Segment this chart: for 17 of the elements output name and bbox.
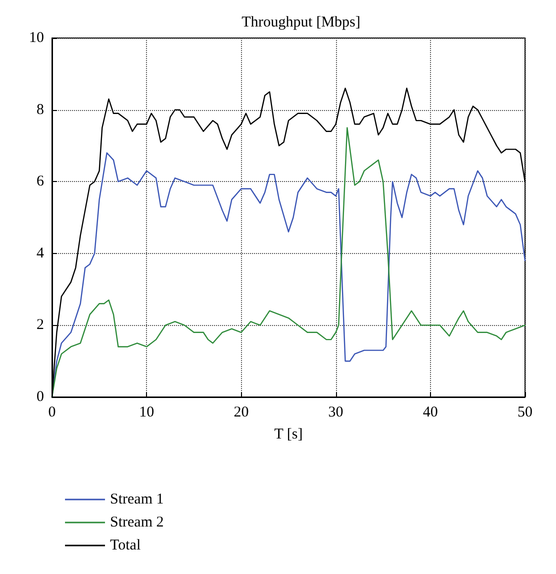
x-tick-label: 30 [328, 404, 344, 420]
x-tick-label: 20 [234, 404, 249, 420]
y-tick-label: 2 [36, 317, 44, 334]
y-tick-label: 4 [36, 245, 44, 262]
x-tick-label: 0 [48, 404, 56, 420]
legend-label: Stream 1 [110, 492, 164, 508]
chart-title: Throughput [Mbps] [242, 14, 360, 30]
x-tick-label: 10 [139, 404, 154, 420]
legend-label: Total [110, 538, 141, 554]
y-tick-label: 0 [36, 389, 44, 405]
y-tick-label: 8 [36, 102, 44, 118]
legend-label: Stream 2 [110, 514, 164, 530]
y-tick-label: 10 [29, 30, 44, 46]
x-tick-label: 50 [518, 404, 532, 420]
y-tick-label: 6 [36, 174, 44, 190]
x-axis-title: T [s] [274, 426, 303, 442]
x-tick-label: 40 [422, 404, 438, 420]
